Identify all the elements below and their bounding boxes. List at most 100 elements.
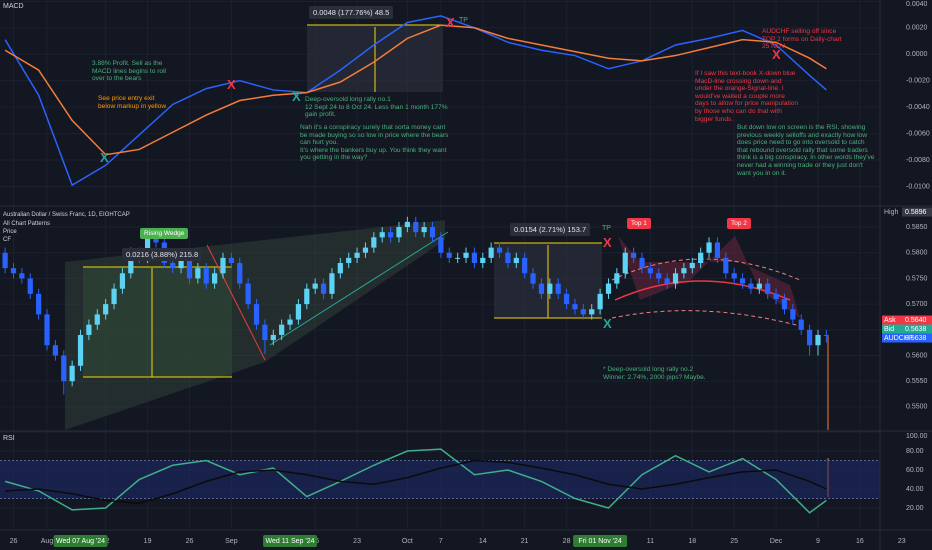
date-marker-label: Wed 11 Sep '24 (266, 538, 315, 545)
candle-body (790, 309, 796, 320)
x-tick-label: Oct (402, 538, 413, 545)
candle-body (681, 268, 687, 274)
candle-body (354, 252, 360, 258)
candle-body (446, 252, 452, 258)
candle-body (2, 252, 8, 269)
signal-marker: X (772, 47, 781, 62)
x-tick-label: 21 (521, 538, 529, 545)
y-tick-label: 0.0020 (906, 25, 928, 32)
drop-arrow (206, 244, 266, 361)
price-tag-name: Ask (884, 317, 896, 324)
x-tick-label: Sep (225, 538, 238, 545)
candle-body (547, 283, 553, 294)
candle-body (245, 283, 251, 305)
pane-2 (0, 448, 880, 514)
candle-body (748, 283, 754, 289)
candle-body (572, 304, 578, 310)
candle-body (103, 304, 109, 315)
signal-marker: X (292, 89, 301, 104)
pane-1 (2, 216, 829, 395)
candle-body (36, 293, 42, 315)
annotation: 0.0048 (177.76%) 48.5 (309, 6, 394, 19)
candle-body (312, 283, 318, 289)
x-tick-label: 18 (688, 538, 696, 545)
candle-body (488, 247, 494, 258)
candle-body (605, 283, 612, 294)
candle-body (144, 237, 151, 258)
candle-body (563, 293, 570, 305)
rsi-band (0, 460, 880, 499)
series-line (4, 24, 827, 156)
candle-body (237, 263, 243, 284)
candle-body (555, 283, 561, 294)
y-tick-label: 100.00 (906, 433, 928, 440)
candle-body (664, 278, 670, 284)
y-tick-label: 0.5700 (906, 301, 928, 308)
candle-body (647, 268, 653, 274)
x-tick-label: Dec (770, 538, 783, 545)
candle-body (706, 242, 712, 253)
candle-body (77, 334, 84, 366)
candle-body (212, 273, 218, 284)
date-marker-bg (53, 535, 108, 547)
candle-body (228, 257, 234, 264)
y-tick-label: -0.0040 (906, 104, 930, 111)
annotation: 0.0154 (2.71%) 153.7 (510, 223, 591, 236)
y-tick-label: 0.5600 (906, 352, 928, 359)
series-line (4, 448, 827, 514)
annotation: * Deep-oversold long rally no.2 Winner: … (603, 366, 706, 381)
candle-body (421, 227, 427, 233)
candle-body (798, 319, 804, 330)
date-marker-bg (263, 535, 318, 547)
price-tag-value: 0.5896 (905, 209, 927, 216)
candle-body (253, 304, 260, 325)
candle-body (128, 252, 134, 274)
candle-body (513, 257, 519, 264)
candle-body (371, 237, 377, 248)
x-tick-label: 19 (144, 538, 152, 545)
candle-body (111, 288, 117, 305)
y-tick-label: 0.5550 (906, 378, 928, 385)
candle-body (807, 329, 813, 346)
candle-body (362, 247, 369, 253)
annotation: Top 1 (627, 218, 651, 229)
candle-body (723, 257, 729, 274)
candle-body (455, 257, 461, 259)
price-tag-bg (902, 315, 932, 325)
candle-body (10, 268, 17, 274)
signal-marker: X (227, 77, 236, 92)
signal-marker: X (603, 235, 612, 250)
annotation: Deep-oversold long rally no.1 12 Sept 24… (305, 96, 448, 119)
y-tick-label: 0.5500 (906, 404, 928, 411)
price-tag-value: 0.5640 (905, 317, 927, 324)
candle-body (94, 314, 100, 325)
x-tick-label: 16 (856, 538, 864, 545)
annotation: But down low on screen is the RSI, showi… (737, 124, 875, 177)
x-tick-label: 11 (647, 538, 654, 545)
candle-body (815, 334, 821, 346)
x-tick-label: 23 (353, 538, 361, 545)
candle-body (270, 334, 276, 341)
candle-body (387, 232, 394, 238)
annotation: 3.88% Profit. Sell as the MACD lines beg… (92, 60, 167, 83)
candle-body (781, 298, 788, 310)
candle-body (69, 365, 75, 382)
y-tick-label: 60.00 (906, 467, 924, 474)
series-line (5, 459, 827, 505)
candle-body (471, 252, 478, 264)
signal-marker: X (100, 150, 109, 165)
candle-body (396, 227, 402, 238)
candle-body (823, 334, 829, 336)
price-tag-name-bg (882, 333, 902, 343)
candle-body (622, 252, 628, 274)
candle-body (614, 273, 620, 284)
candle-body (672, 273, 679, 284)
candle-body (19, 273, 25, 279)
candle-body (153, 237, 159, 243)
x-tick-label: 26 (186, 538, 194, 545)
price-tag-name-bg (882, 324, 902, 334)
candle-body (522, 257, 528, 274)
candle-body (639, 257, 645, 269)
y-tick-label: 0.0000 (906, 51, 928, 58)
